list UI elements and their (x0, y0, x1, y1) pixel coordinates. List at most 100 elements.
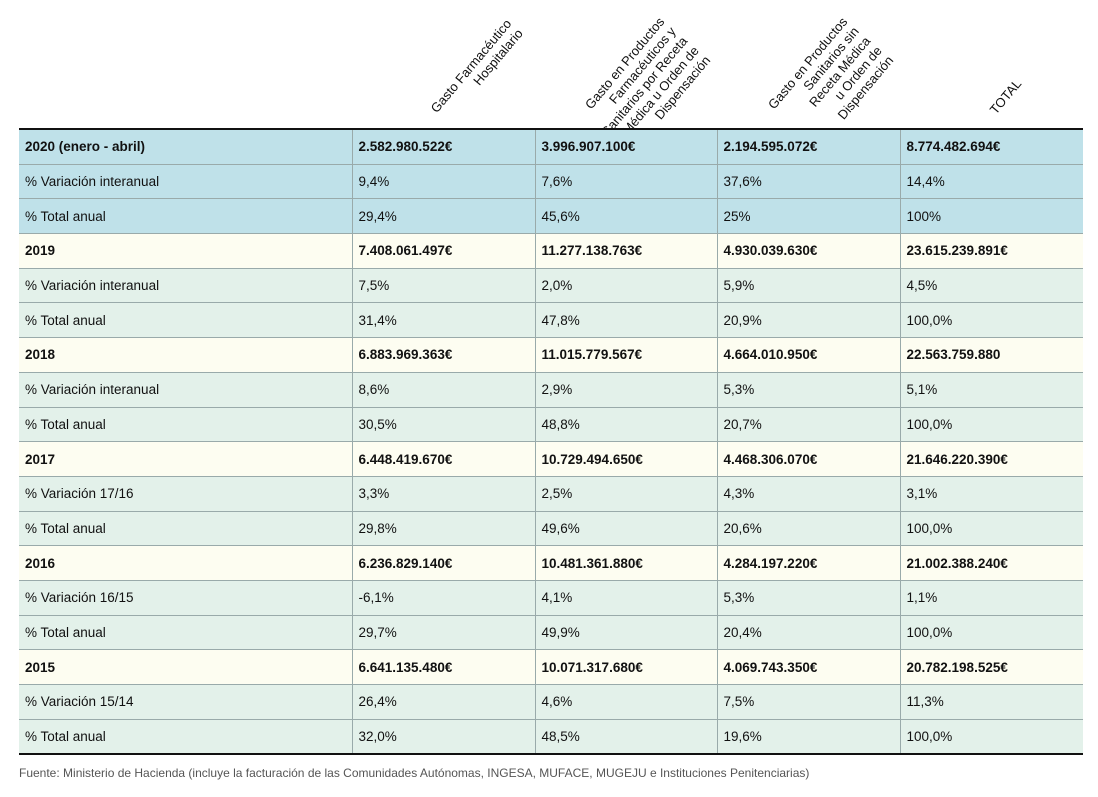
cell: 2,9% (534, 372, 717, 408)
year-row: 2020 (enero - abril) 2.582.980.522€ 3.996.… (19, 127, 1083, 165)
cell: 4.930.039.630€ (716, 233, 900, 269)
cell: 6.448.419.670€ (351, 441, 535, 477)
cell: 7.408.061.497€ (351, 233, 535, 269)
stat-row: % Total anual 30,5% 48,8% 20,7% 100,0% (19, 407, 1083, 443)
cell: 20,4% (716, 615, 900, 651)
row-label: % Variación 15/14 (19, 684, 352, 720)
cell: 29,8% (351, 511, 535, 547)
data-table: 2020 (enero - abril) 2.582.980.522€ 3.996.… (19, 127, 1083, 756)
cell: 25% (716, 198, 900, 235)
year-row: 2018 6.883.969.363€ 11.015.779.567€ 4.664.0… (19, 337, 1083, 373)
cell: 2,5% (534, 476, 717, 512)
row-label: % Total anual (19, 615, 352, 651)
cell: 22.563.759.880 (899, 337, 1083, 373)
cell: 21.646.220.390€ (899, 441, 1083, 477)
header-line: Gasto Farmacéutico (428, 16, 515, 115)
cell: 4,1% (534, 580, 717, 616)
row-label: % Variación 17/16 (19, 476, 352, 512)
cell: 2.582.980.522€ (351, 127, 535, 165)
column-header: TOTAL (987, 76, 1025, 117)
cell: 2.194.595.072€ (716, 127, 900, 165)
cell: 37,6% (716, 164, 900, 200)
cell: 100,0% (899, 302, 1083, 339)
cell: 20,9% (716, 302, 900, 339)
cell: 5,3% (716, 372, 900, 408)
stat-row: % Total anual 31,4% 47,8% 20,9% 100,0% (19, 302, 1083, 339)
cell: 3.996.907.100€ (534, 127, 717, 165)
cell: 20,6% (716, 511, 900, 547)
cell: -6,1% (351, 580, 535, 616)
cell: 1,1% (899, 580, 1083, 616)
stat-row: % Total anual 29,8% 49,6% 20,6% 100,0% (19, 511, 1083, 547)
cell: 14,4% (899, 164, 1083, 200)
cell: 11.015.779.567€ (534, 337, 717, 373)
row-label: % Variación interanual (19, 372, 352, 408)
cell: 100,0% (899, 719, 1083, 756)
cell: 45,6% (534, 198, 717, 235)
year-row: 2016 6.236.829.140€ 10.481.361.880€ 4.284.1… (19, 545, 1083, 581)
cell: 29,7% (351, 615, 535, 651)
cell: 4,3% (716, 476, 900, 512)
year-row: 2015 6.641.135.480€ 10.071.317.680€ 4.069.7… (19, 649, 1083, 685)
row-label: % Total anual (19, 407, 352, 443)
stat-row: % Variación 17/16 3,3% 2,5% 4,3% 3,1% (19, 476, 1083, 512)
cell: 4.664.010.950€ (716, 337, 900, 373)
cell: 47,8% (534, 302, 717, 339)
cell: 23.615.239.891€ (899, 233, 1083, 269)
cell: 11,3% (899, 684, 1083, 720)
cell: 6.641.135.480€ (351, 649, 535, 685)
cell: 3,1% (899, 476, 1083, 512)
cell: 21.002.388.240€ (899, 545, 1083, 581)
cell: 26,4% (351, 684, 535, 720)
stat-row: % Total anual 29,4% 45,6% 25% 100% (19, 198, 1083, 235)
row-label: 2018 (19, 337, 352, 373)
cell: 5,3% (716, 580, 900, 616)
cell: 8.774.482.694€ (899, 127, 1083, 165)
stat-row: % Variación interanual 9,4% 7,6% 37,6% 14,4% (19, 164, 1083, 200)
cell: 20,7% (716, 407, 900, 443)
cell: 20.782.198.525€ (899, 649, 1083, 685)
row-label: % Total anual (19, 719, 352, 756)
cell: 10.729.494.650€ (534, 441, 717, 477)
source-note: Fuente: Ministerio de Hacienda (incluye … (19, 766, 810, 780)
year-row: 2019 7.408.061.497€ 11.277.138.763€ 4.930.0… (19, 233, 1083, 269)
row-label: 2016 (19, 545, 352, 581)
cell: 11.277.138.763€ (534, 233, 717, 269)
cell: 100% (899, 198, 1083, 235)
row-label: % Total anual (19, 511, 352, 547)
cell: 6.236.829.140€ (351, 545, 535, 581)
cell: 19,6% (716, 719, 900, 756)
cell: 7,5% (351, 268, 535, 304)
cell: 4.069.743.350€ (716, 649, 900, 685)
cell: 7,6% (534, 164, 717, 200)
row-label: % Variación interanual (19, 268, 352, 304)
row-label: 2015 (19, 649, 352, 685)
cell: 4.468.306.070€ (716, 441, 900, 477)
row-label: 2019 (19, 233, 352, 269)
cell: 49,9% (534, 615, 717, 651)
cell: 4.284.197.220€ (716, 545, 900, 581)
row-label: 2017 (19, 441, 352, 477)
cell: 5,9% (716, 268, 900, 304)
year-row: 2017 6.448.419.670€ 10.729.494.650€ 4.468.3… (19, 441, 1083, 477)
header-line: TOTAL (987, 76, 1025, 117)
cell: 2,0% (534, 268, 717, 304)
stat-row: % Variación 15/14 26,4% 4,6% 7,5% 11,3% (19, 684, 1083, 720)
cell: 5,1% (899, 372, 1083, 408)
cell: 49,6% (534, 511, 717, 547)
cell: 100,0% (899, 511, 1083, 547)
cell: 7,5% (716, 684, 900, 720)
cell: 3,3% (351, 476, 535, 512)
cell: 29,4% (351, 198, 535, 235)
row-label: % Total anual (19, 302, 352, 339)
stat-row: % Variación interanual 7,5% 2,0% 5,9% 4,5% (19, 268, 1083, 304)
cell: 30,5% (351, 407, 535, 443)
cell: 31,4% (351, 302, 535, 339)
cell: 10.481.361.880€ (534, 545, 717, 581)
cell: 48,5% (534, 719, 717, 756)
